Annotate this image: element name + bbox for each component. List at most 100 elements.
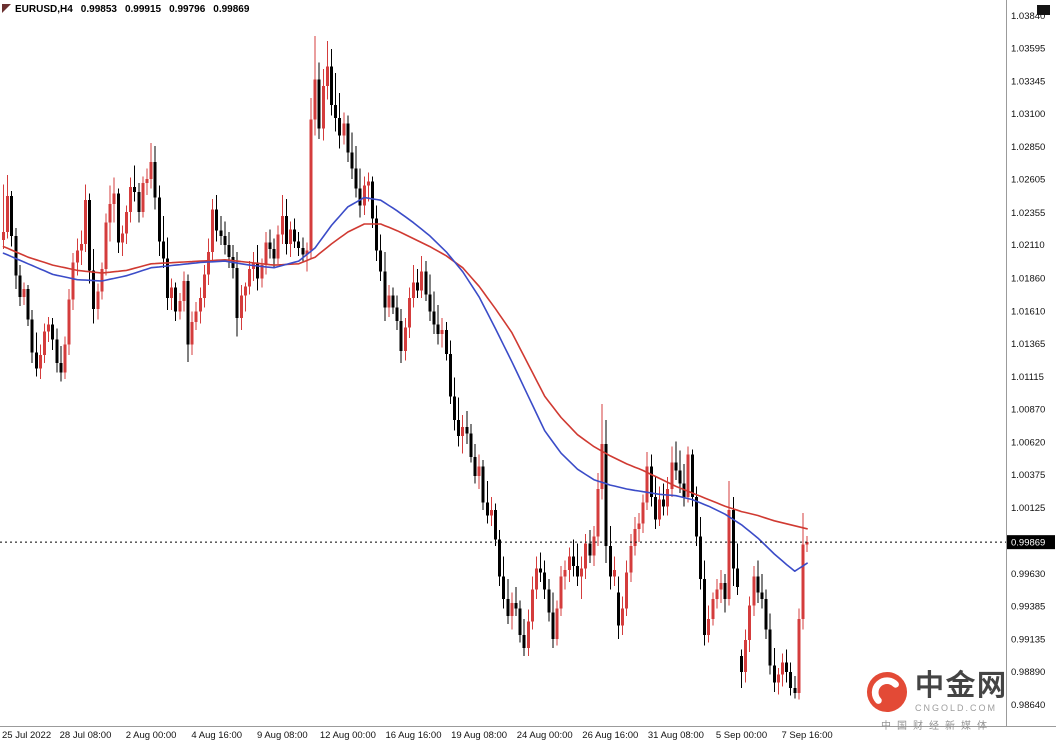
- candle: [321, 69, 325, 141]
- candle: [79, 230, 83, 266]
- candle: [334, 72, 338, 132]
- candle-body: [416, 282, 420, 291]
- candle: [26, 284, 30, 327]
- candle-body: [740, 655, 743, 672]
- candle-body: [305, 250, 309, 255]
- candle-body: [576, 565, 579, 577]
- candle: [313, 35, 317, 136]
- candle-body: [776, 674, 780, 683]
- candle: [223, 221, 227, 255]
- candle-body: [215, 209, 219, 231]
- candle: [272, 238, 276, 268]
- candle: [198, 287, 202, 324]
- candle: [84, 184, 87, 252]
- candle-body: [801, 544, 805, 619]
- price-axis-label: 1.02605: [1011, 175, 1045, 186]
- candle: [428, 274, 432, 321]
- candle: [633, 516, 637, 556]
- candle-body: [772, 665, 776, 683]
- candle-body: [584, 543, 588, 569]
- candle: [22, 282, 26, 305]
- price-axis-label: 1.01115: [1011, 372, 1044, 383]
- candle-body: [731, 510, 735, 569]
- candle: [539, 552, 543, 582]
- candle: [383, 251, 387, 321]
- candle-body: [260, 265, 264, 279]
- price-axis-label: 1.00125: [1011, 503, 1045, 514]
- candle: [748, 596, 752, 652]
- candle-body: [444, 330, 448, 354]
- candle-body: [662, 499, 666, 507]
- price-axis-label: 1.00375: [1011, 470, 1045, 481]
- candle-body: [424, 271, 428, 295]
- candle-body: [211, 209, 215, 252]
- candle-body: [129, 186, 133, 213]
- candle: [104, 213, 108, 276]
- candle-body: [276, 234, 280, 259]
- time-axis-label: 2 Aug 00:00: [126, 730, 177, 741]
- candle-body: [153, 161, 157, 198]
- candle: [498, 530, 502, 586]
- candle-body: [338, 118, 342, 136]
- candle-body: [555, 608, 559, 639]
- price-axis-label: 1.02850: [1011, 142, 1045, 153]
- candle-body: [735, 568, 739, 588]
- candle-body: [748, 605, 752, 641]
- candle: [157, 185, 161, 256]
- candle-body: [334, 104, 338, 119]
- candle-body: [719, 583, 723, 590]
- candle: [686, 446, 690, 503]
- candle: [297, 231, 301, 256]
- watermark-site: CNGOLD.COM: [914, 702, 997, 713]
- candle-body: [535, 568, 538, 590]
- candle: [67, 288, 71, 356]
- candle: [485, 481, 489, 524]
- candle-body: [280, 216, 284, 235]
- candle-body: [666, 489, 670, 507]
- candle: [63, 336, 67, 380]
- candle: [239, 284, 243, 331]
- time-axis-label: 7 Sep 16:00: [781, 730, 832, 741]
- candle: [756, 560, 760, 603]
- candle-body: [75, 250, 79, 263]
- candle: [170, 278, 174, 311]
- candle-body: [346, 123, 350, 153]
- candle-body: [633, 528, 637, 546]
- candle: [727, 481, 731, 606]
- candle: [92, 249, 96, 324]
- candle-body: [465, 426, 469, 434]
- candle: [760, 573, 764, 609]
- candle: [379, 234, 383, 281]
- candle: [354, 145, 358, 198]
- candle: [362, 176, 366, 215]
- candle: [576, 543, 579, 586]
- candle-body: [145, 178, 149, 183]
- candle-body: [272, 249, 276, 259]
- candle: [30, 310, 34, 364]
- candle-body: [764, 599, 768, 630]
- candle-body: [485, 502, 489, 516]
- candle: [477, 454, 481, 490]
- candle: [645, 451, 649, 511]
- candle-body: [653, 496, 657, 520]
- candle-body: [239, 295, 243, 319]
- candle-body: [621, 608, 625, 626]
- candle-body: [6, 196, 10, 232]
- candle: [535, 556, 538, 599]
- candle-body: [629, 546, 633, 573]
- candle: [2, 184, 5, 250]
- candle: [510, 592, 514, 630]
- current-price-label: 0.99869: [1011, 538, 1045, 549]
- time-axis-label: 9 Aug 08:00: [257, 730, 308, 741]
- candle: [530, 576, 534, 630]
- candle: [120, 225, 124, 256]
- cngold-logo-icon: [866, 671, 908, 713]
- current-price-badge: [1007, 535, 1055, 550]
- candle: [584, 534, 588, 580]
- candle-body: [202, 274, 206, 299]
- candle: [662, 483, 666, 516]
- candle: [145, 168, 149, 195]
- candle: [174, 282, 178, 321]
- candle: [653, 477, 657, 529]
